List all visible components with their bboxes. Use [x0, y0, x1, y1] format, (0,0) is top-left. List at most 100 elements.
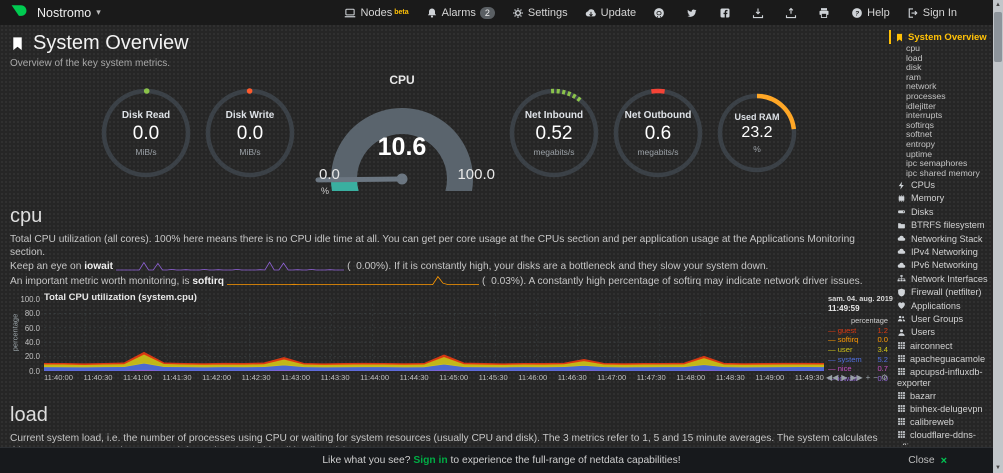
users-icon — [897, 314, 906, 323]
github-button[interactable] — [653, 7, 669, 19]
sidebar-subitem-uptime[interactable]: uptime — [906, 148, 933, 159]
sidebar-item-calibreweb[interactable]: calibreweb — [897, 417, 991, 429]
nodes-button[interactable]: Nodes beta — [344, 6, 409, 19]
download-icon — [752, 7, 764, 19]
gauge-disk-write[interactable]: Disk Write 0.0 MiB/s — [203, 86, 297, 180]
sidebar-item-bazarr[interactable]: bazarr — [897, 391, 991, 403]
sidebar-item-users[interactable]: Users — [897, 326, 991, 339]
sidebar-item-label: Users — [911, 327, 935, 338]
help-label: Help — [867, 6, 890, 19]
sidebar-subitem-cpu[interactable]: cpu — [906, 43, 921, 53]
banner-text-pre: Like what you see? — [322, 455, 414, 466]
export-snapshot-button[interactable] — [752, 7, 768, 19]
sidebar-item-networking-stack[interactable]: Networking Stack — [897, 232, 991, 245]
legend-series-value: 3.4 — [877, 345, 888, 354]
legend-iowait[interactable]: — iowait 0.0 — [828, 374, 888, 384]
sidebar-subitem-softnet[interactable]: softnet — [906, 129, 933, 140]
alarms-button[interactable]: Alarms 2 — [426, 6, 495, 19]
signin-link[interactable]: Sign in — [413, 455, 448, 466]
sidebar-subitem-idlejitter[interactable]: idlejitter — [906, 100, 936, 111]
sidebar-item-user-groups[interactable]: User Groups — [897, 312, 991, 325]
legend-series-value: 0.7 — [877, 364, 888, 374]
skip-backward-button[interactable]: ◀◀ — [826, 372, 839, 382]
gauge-units: % — [321, 186, 330, 196]
scroll-down-arrow[interactable]: ▼ — [995, 465, 1001, 471]
nodes-label: Nodes — [360, 6, 393, 19]
signin-button[interactable]: Sign In — [907, 7, 957, 19]
page-scrollbar[interactable]: ▲ ▼ — [993, 0, 1003, 473]
memory-icon — [897, 194, 906, 203]
x-tick-label: 11:40:00 — [44, 372, 73, 382]
sidebar-item-apacheguacamole[interactable]: apacheguacamole — [897, 354, 991, 366]
import-snapshot-button[interactable] — [785, 7, 801, 19]
cpu-chart[interactable]: Total CPU utilization (system.cpu) percen… — [10, 292, 893, 392]
legend-series-name: — nice — [828, 364, 852, 374]
legend-guest[interactable]: — guest 1.2 — [828, 326, 888, 336]
netdata-logo-icon[interactable] — [10, 2, 27, 24]
sidebar-item-cloudflare-ddns-gflix[interactable]: cloudflare-ddns-gflix — [897, 430, 991, 445]
sidebar-item-label: Firewall (netfilter) — [911, 287, 982, 298]
options-button[interactable]: ⚙ — [880, 372, 888, 382]
legend-system[interactable]: — system 5.2 — [828, 355, 888, 365]
hostname-dropdown[interactable]: Nostromo ▾ — [37, 6, 101, 20]
sidebar-item-firewall-netfilter[interactable]: Firewall (netfilter) — [897, 285, 991, 298]
skip-forward-button[interactable]: ▶▶ — [850, 372, 863, 382]
help-button[interactable]: ? Help — [851, 7, 890, 19]
sidebar-item-network-interfaces[interactable]: Network Interfaces — [897, 272, 991, 285]
sitemap-icon — [897, 274, 906, 283]
close-label: Close — [908, 455, 935, 466]
facebook-button[interactable] — [719, 7, 735, 19]
sidebar-subitem-entropy[interactable]: entropy — [906, 138, 935, 149]
sidebar-item-disks[interactable]: Disks — [897, 205, 991, 218]
cpu-plot-area[interactable] — [44, 298, 824, 371]
sidebar-item-btrfs-filesystem[interactable]: BTRFS filesystem — [897, 218, 991, 231]
sidebar-item-binhex-delugevpn[interactable]: binhex-delugevpn — [897, 404, 991, 416]
sidebar-item-apcupsd-influxdb-exporter[interactable]: apcupsd-influxdb-exporter — [897, 366, 983, 389]
sidebar-subitem-ipc-shared-memory[interactable]: ipc shared memory — [906, 167, 980, 178]
x-tick-label: 11:41:30 — [162, 372, 192, 382]
gauge-net-inbound[interactable]: Net Inbound 0.52 megabits/s — [507, 86, 601, 180]
settings-button[interactable]: Settings — [512, 7, 568, 19]
scrollbar-thumb[interactable] — [994, 12, 1002, 62]
print-button[interactable] — [818, 7, 834, 19]
sidebar-item-cpus[interactable]: CPUs — [897, 178, 991, 191]
sidebar-item-label: User Groups — [911, 313, 964, 324]
gauge-units: megabits/s — [533, 146, 575, 157]
sidebar-subitem-load[interactable]: load — [906, 52, 923, 63]
zoom-in-button[interactable]: + — [865, 372, 871, 382]
folder-icon — [897, 221, 906, 230]
sidebar-subitem-disk[interactable]: disk — [906, 62, 922, 73]
gauge-disk-read[interactable]: Disk Read 0.0 MiB/s — [99, 86, 193, 180]
close-banner-button[interactable]: Close × — [908, 455, 947, 467]
sidebar-subitem-processes[interactable]: processes — [906, 90, 946, 101]
legend-series-name: — system — [828, 354, 862, 364]
gauge-used-ram[interactable]: Used RAM 23.2% — [715, 91, 799, 175]
sidebar-subitem-ipc-semaphores[interactable]: ipc semaphores — [906, 158, 968, 169]
gauge-cpu[interactable]: CPU 10.6 0.0 100.0% — [307, 73, 497, 209]
sidebar-item-applications[interactable]: Applications — [897, 299, 991, 312]
play-button[interactable]: ▶ — [841, 372, 848, 382]
sidebar-subitem-softirqs[interactable]: softirqs — [906, 119, 935, 130]
sidebar-subitem-interrupts[interactable]: interrupts — [906, 110, 943, 121]
sidebar-item-system-overview[interactable]: System Overview — [889, 30, 991, 44]
sidebar-item-memory[interactable]: Memory — [897, 192, 991, 205]
zoom-out-button[interactable]: − — [873, 372, 878, 382]
sidebar-subitem-ram[interactable]: ram — [906, 71, 921, 82]
legend-series-name: — guest — [828, 325, 857, 335]
sidebar-item-ipv6-networking[interactable]: IPv6 Networking — [897, 259, 991, 272]
sidebar-active-label: System Overview — [908, 31, 987, 43]
legend-softirq[interactable]: — softirq 0.0 — [828, 335, 888, 345]
sidebar-item-label: IPv6 Networking — [911, 260, 978, 271]
gauge-net-outbound[interactable]: Net Outbound 0.6 megabits/s — [611, 86, 705, 180]
scroll-up-arrow[interactable]: ▲ — [995, 2, 1001, 8]
legend-nice[interactable]: — nice 0.7 — [828, 364, 888, 374]
gauge-value: 0.0 — [236, 122, 264, 144]
sidebar-item-ipv4-networking[interactable]: IPv4 Networking — [897, 245, 991, 258]
update-button[interactable]: Update — [585, 7, 636, 19]
y-tick-label: 100.0 — [20, 294, 40, 304]
sidebar-subitem-network[interactable]: network — [906, 81, 937, 92]
svg-text:?: ? — [855, 10, 859, 17]
twitter-button[interactable] — [686, 7, 702, 19]
legend-user[interactable]: — user 3.4 — [828, 345, 888, 355]
sidebar-item-airconnect[interactable]: airconnect — [897, 341, 991, 353]
